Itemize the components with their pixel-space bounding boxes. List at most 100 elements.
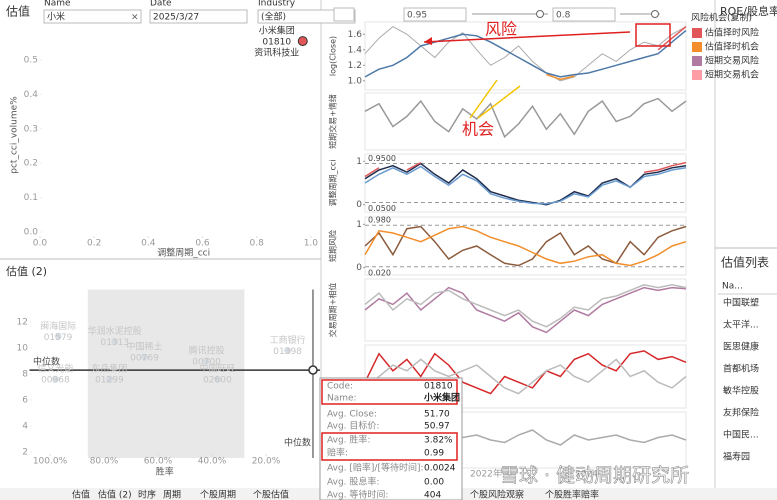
line-series [364, 286, 687, 334]
point[interactable] [297, 36, 308, 47]
legend-swatch[interactable] [692, 70, 702, 80]
tab[interactable]: 估值 [72, 489, 90, 500]
point[interactable] [105, 375, 113, 383]
reference-label: 0.9500 [368, 154, 396, 163]
tab[interactable]: 个股胜率赔率 [545, 489, 599, 500]
tab[interactable]: 个股风险观察 [470, 489, 524, 500]
highlight-box [321, 432, 458, 461]
point[interactable] [203, 357, 211, 365]
panel-title: ROE/股息率 [720, 4, 777, 18]
dropdown[interactable] [333, 7, 355, 22]
highlight-box [321, 379, 458, 405]
selected-point[interactable] [308, 365, 318, 375]
point[interactable] [54, 332, 62, 340]
point-label: 01398 [273, 347, 302, 357]
line-series [364, 97, 687, 139]
legend-label[interactable]: 估值择时机会 [705, 41, 759, 53]
y-tick-label: 1 [356, 157, 362, 167]
y-tick-label: 0.4 [24, 90, 39, 100]
median-label: 中位数 [33, 356, 60, 368]
filter-box[interactable] [43, 9, 142, 24]
param-box[interactable] [403, 7, 467, 22]
point-label: 小米集团 [259, 25, 295, 37]
list-row[interactable]: 敏华控股 [723, 385, 759, 397]
tab[interactable]: 个股周期 [200, 490, 236, 500]
legend-swatch[interactable] [692, 42, 702, 52]
y-tick-label: 0.3 [24, 124, 38, 134]
slider-knob[interactable] [651, 10, 659, 18]
chart-frame [364, 21, 687, 91]
reference-label: 0.0500 [368, 204, 396, 213]
line-series [364, 225, 687, 267]
point-label: 东岳集团 [91, 363, 127, 375]
param-value: 0.8 [556, 11, 571, 21]
x-tick-label: 0.2 [87, 239, 101, 249]
y-tick-label: 1.2 [348, 61, 362, 71]
tab[interactable]: 周期 [163, 490, 181, 500]
tooltip-label: Avg. 胜率: [327, 434, 370, 446]
list-row[interactable]: 友邦保险 [723, 407, 759, 419]
y-tick-label: 1.0 [348, 76, 363, 86]
panel-title: 估值列表 [721, 255, 769, 270]
list-row[interactable]: 中国民... [723, 429, 759, 441]
x-axis-title: 胜率 [156, 466, 174, 478]
tooltip-value: 3.82% [424, 436, 453, 446]
list-row[interactable]: 首都机场 [723, 363, 759, 375]
legend-label[interactable]: 短期交易风险 [705, 55, 759, 67]
slider-knob[interactable] [536, 10, 544, 18]
list-row[interactable]: 中国联塑 [723, 297, 759, 309]
point-label: 00968 [41, 376, 70, 386]
x-tick-label: 100.0% [33, 457, 68, 467]
list-row[interactable]: 太平洋... [723, 319, 759, 331]
point-label: 中国稀土 [126, 341, 162, 353]
legend-label[interactable]: 短期交易机会 [705, 69, 759, 81]
line-series [364, 284, 687, 328]
x-tick-label: 1.0 [304, 239, 319, 249]
x-tick-label: 0.0 [33, 239, 48, 249]
arrow [423, 31, 631, 43]
time-label: 2024 [575, 470, 598, 480]
filter-label: Name [44, 0, 71, 9]
list-row[interactable]: 医思健康 [723, 341, 759, 353]
point-label: 腾讯控股 [189, 345, 225, 357]
point-label: 01313 [100, 338, 129, 348]
point[interactable] [213, 375, 221, 383]
y-tick-label: 0 [356, 263, 362, 273]
y-tick-label: 10 [17, 344, 29, 354]
reference-label: 0.020 [368, 268, 391, 277]
filter-box[interactable] [257, 9, 356, 24]
param-box[interactable] [552, 7, 616, 22]
legend-label[interactable]: 估值择时风险 [705, 27, 759, 39]
legend-swatch[interactable] [692, 28, 702, 38]
point-label: 闽海国际 [40, 320, 76, 332]
tooltip-value: 小米集团 [423, 392, 460, 404]
point[interactable] [141, 353, 148, 361]
point[interactable] [284, 347, 292, 355]
tab[interactable]: 个股估值 [253, 489, 289, 500]
point[interactable] [51, 375, 59, 383]
y-tick-label: 12 [17, 318, 28, 328]
y-tick-label: 1.4 [348, 45, 363, 55]
tooltip [319, 377, 463, 500]
y-tick-label: 8 [22, 370, 28, 380]
filter-label: Industry [258, 0, 296, 9]
filter-value: 小米 [47, 11, 65, 23]
tooltip-value: 0.99 [424, 449, 444, 459]
legend-swatch[interactable] [692, 56, 702, 66]
y-axis-title: 交易周期+相位 [328, 283, 338, 338]
point[interactable] [111, 338, 119, 345]
list-row[interactable]: 福寿园 [723, 451, 750, 463]
line-series [364, 225, 687, 267]
line-series [364, 25, 687, 82]
tab[interactable]: 估值 (2) [98, 489, 132, 500]
tooltip-label: Avg. 等待时间: [327, 489, 388, 500]
x-tick-label: 0.4 [141, 239, 156, 249]
filter-value: 2025/3/27 [153, 13, 199, 23]
tab[interactable]: 时序 [138, 489, 156, 500]
clear-icon[interactable]: × [131, 13, 139, 23]
line-series [364, 358, 687, 395]
tooltip-label: Avg. 股息率: [327, 476, 379, 488]
filter-box[interactable] [149, 9, 248, 24]
point-label: 中国旺旺 [199, 363, 235, 375]
